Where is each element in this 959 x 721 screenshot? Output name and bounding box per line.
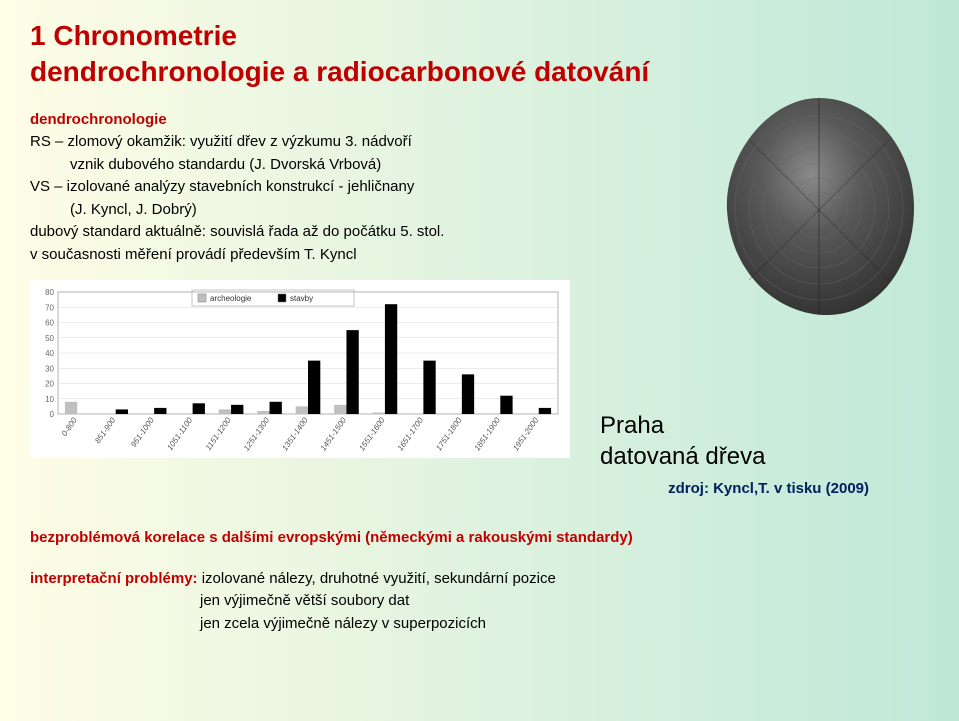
svg-text:1551-1600: 1551-1600 [357, 416, 387, 453]
bottom-text-3: jen výjimečně větší soubory dat [200, 590, 929, 613]
bottom-text-2-rest: izolované nálezy, druhotné využití, seku… [198, 570, 556, 587]
svg-text:951-1000: 951-1000 [129, 416, 156, 449]
page-root: 1 Chronometrie dendrochronologie a radio… [0, 0, 959, 721]
bottom-text-1-bold: bezproblémová korelace s dalšími evropsk… [30, 529, 633, 546]
bottom-text-2-label: interpretační problémy: [30, 570, 198, 587]
bottom-text-4: jen zcela výjimečně nálezy v superpozicí… [200, 613, 929, 636]
title-line-1: 1 Chronometrie [30, 20, 237, 51]
svg-text:1651-1700: 1651-1700 [396, 416, 426, 453]
praha-caption: Praha datovaná dřeva [600, 410, 765, 472]
svg-text:40: 40 [45, 349, 54, 358]
svg-text:30: 30 [45, 365, 54, 374]
praha-line-2: datovaná dřeva [600, 443, 765, 470]
title-line-2: dendrochronologie a radiocarbonové datov… [30, 56, 649, 87]
svg-text:1751-1800: 1751-1800 [434, 416, 464, 453]
svg-text:1851-1900: 1851-1900 [473, 416, 503, 453]
svg-text:1151-1200: 1151-1200 [204, 416, 233, 452]
source-citation: zdroj: Kyncl,T. v tisku (2009) [30, 480, 869, 497]
bar-chart: 0 10 20 30 40 50 60 70 80 archeologie stavby 0-800 8… [30, 280, 570, 458]
wood-cross-section-image [719, 90, 919, 320]
svg-text:archeologie: archeologie [210, 294, 252, 303]
praha-line-1: Praha [600, 412, 664, 439]
bar-chart-svg: 0 10 20 30 40 50 60 70 80 archeologie stavby 0-800 8… [34, 286, 564, 456]
bottom-text-1: bezproblémová korelace s dalšími evropsk… [30, 527, 929, 550]
page-title: 1 Chronometrie dendrochronologie a radio… [30, 18, 929, 91]
svg-text:10: 10 [45, 395, 54, 404]
svg-text:20: 20 [45, 380, 54, 389]
svg-text:1951-2000: 1951-2000 [511, 416, 541, 453]
svg-text:60: 60 [45, 319, 54, 328]
svg-text:1351-1400: 1351-1400 [280, 416, 310, 453]
svg-text:1051-1100: 1051-1100 [165, 416, 194, 452]
svg-text:50: 50 [45, 334, 54, 343]
svg-text:stavby: stavby [290, 294, 313, 303]
bottom-text-block: bezproblémová korelace s dalšími evropsk… [30, 527, 929, 635]
bottom-text-2: interpretační problémy: izolované nálezy… [30, 568, 929, 591]
svg-text:0: 0 [50, 410, 55, 419]
svg-text:80: 80 [45, 288, 54, 297]
svg-text:0-800: 0-800 [60, 416, 79, 438]
svg-text:851-900: 851-900 [93, 416, 118, 446]
svg-text:1451-1500: 1451-1500 [319, 416, 349, 453]
svg-text:1251-1300: 1251-1300 [242, 416, 272, 453]
svg-text:70: 70 [45, 304, 54, 313]
